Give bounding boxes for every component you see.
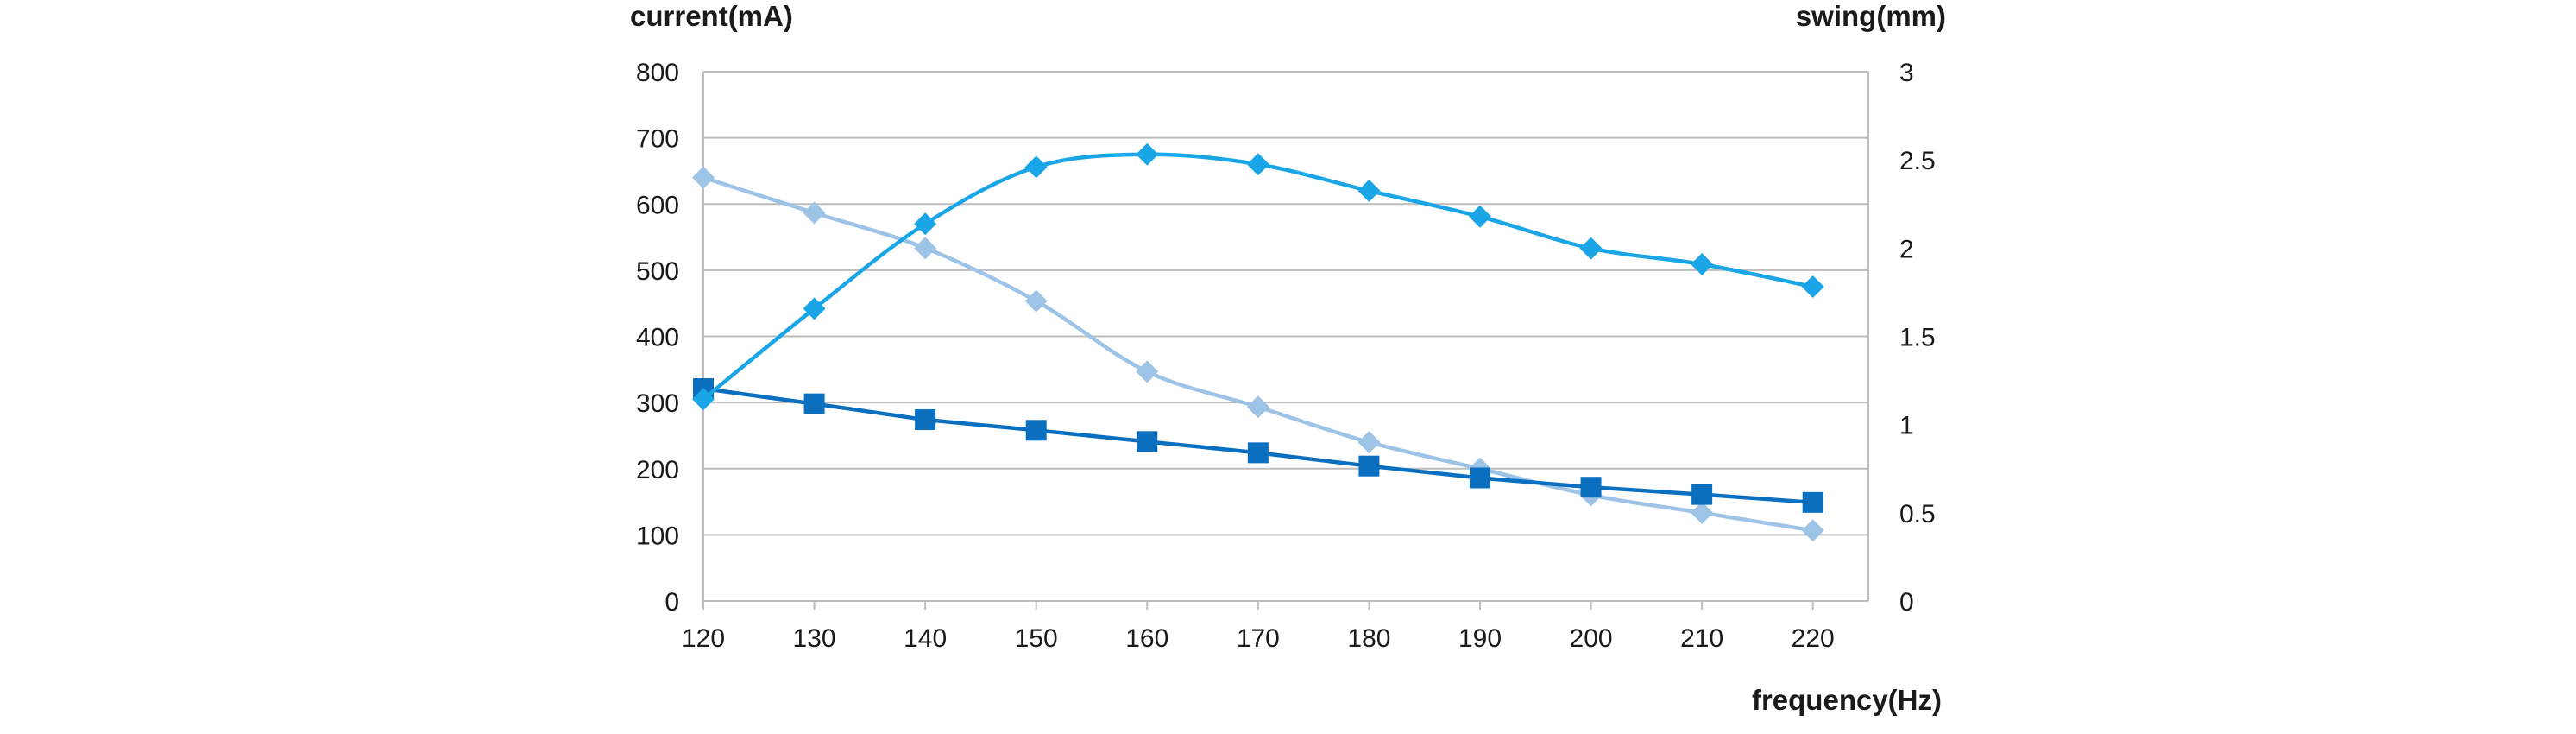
data-point-diamond (803, 201, 826, 225)
data-point-diamond (1801, 519, 1824, 542)
y-tick-label: 400 (636, 324, 679, 352)
data-point-square (803, 393, 825, 414)
data-point-square (915, 409, 936, 431)
y-tick-label: 500 (636, 257, 679, 286)
y-tick-label: 100 (636, 522, 679, 550)
series-line (702, 152, 1814, 402)
y-tick-label: 800 (636, 59, 679, 87)
y-axis-title: current(mA) (630, 0, 793, 32)
y2-tick-label: 1.5 (1899, 324, 1936, 352)
data-point-square (1470, 467, 1490, 489)
x-axis-title: frequency(Hz) (1752, 684, 1942, 716)
tick-labels: 0 100 200 300 400 500 600 700 800 0 0.5 1 1.5 2 2.5 3 12… (636, 59, 1936, 653)
series-group (692, 142, 1824, 542)
y2-axis-title: swing(mm) (1796, 0, 1946, 32)
data-point-diamond (1469, 205, 1491, 228)
x-tick-label: 130 (793, 624, 836, 653)
y2-tick-label: 0.5 (1899, 500, 1936, 528)
data-point-square (1691, 484, 1713, 505)
x-tick-label: 140 (904, 624, 947, 653)
data-point-diamond (1024, 155, 1048, 179)
y2-tick-label: 2 (1899, 235, 1914, 263)
x-tick-label: 160 (1125, 624, 1168, 653)
data-point-diamond (1691, 501, 1714, 524)
data-point-diamond (692, 388, 715, 411)
data-point-diamond (1246, 395, 1269, 419)
data-point-diamond (1246, 153, 1269, 176)
x-tick-label: 220 (1792, 624, 1835, 653)
x-tick-label: 150 (1015, 624, 1058, 653)
y-tick-label: 700 (636, 125, 679, 154)
x-tick-label: 210 (1680, 624, 1723, 653)
series-line (702, 175, 1814, 533)
data-point-square (1247, 442, 1269, 464)
data-point-diamond (1024, 289, 1048, 313)
y-tick-label: 300 (636, 389, 679, 418)
y2-tick-label: 0 (1899, 588, 1914, 617)
y-tick-label: 600 (636, 191, 679, 219)
data-point-diamond (914, 237, 937, 260)
data-point-diamond (1691, 252, 1714, 275)
data-point-diamond (692, 166, 715, 189)
data-point-square (1580, 477, 1602, 498)
y2-tick-label: 1 (1899, 412, 1914, 440)
data-point-diamond (1357, 431, 1381, 454)
y2-tick-label: 2.5 (1899, 147, 1936, 175)
data-point-square (1137, 431, 1158, 452)
data-point-diamond (1579, 237, 1603, 260)
y-tick-label: 0 (664, 588, 679, 617)
data-point-square (1802, 491, 1823, 513)
data-point-square (1358, 455, 1380, 477)
data-point-diamond (914, 212, 937, 236)
x-tick-label: 200 (1570, 624, 1613, 653)
data-point-square (1025, 420, 1047, 441)
data-point-diamond (1136, 142, 1159, 166)
data-point-diamond (803, 297, 826, 320)
gridlines (703, 71, 1868, 536)
y2-tick-label: 3 (1899, 59, 1914, 87)
data-point-diamond (1801, 275, 1824, 299)
data-point-diamond (1136, 360, 1159, 383)
y-tick-label: 200 (636, 456, 679, 484)
x-tick-label: 180 (1347, 624, 1390, 653)
data-point-diamond (1357, 179, 1381, 202)
x-tick-label: 120 (682, 624, 725, 653)
x-tick-label: 170 (1237, 624, 1280, 653)
axes (702, 72, 1869, 610)
x-tick-label: 190 (1458, 624, 1502, 653)
